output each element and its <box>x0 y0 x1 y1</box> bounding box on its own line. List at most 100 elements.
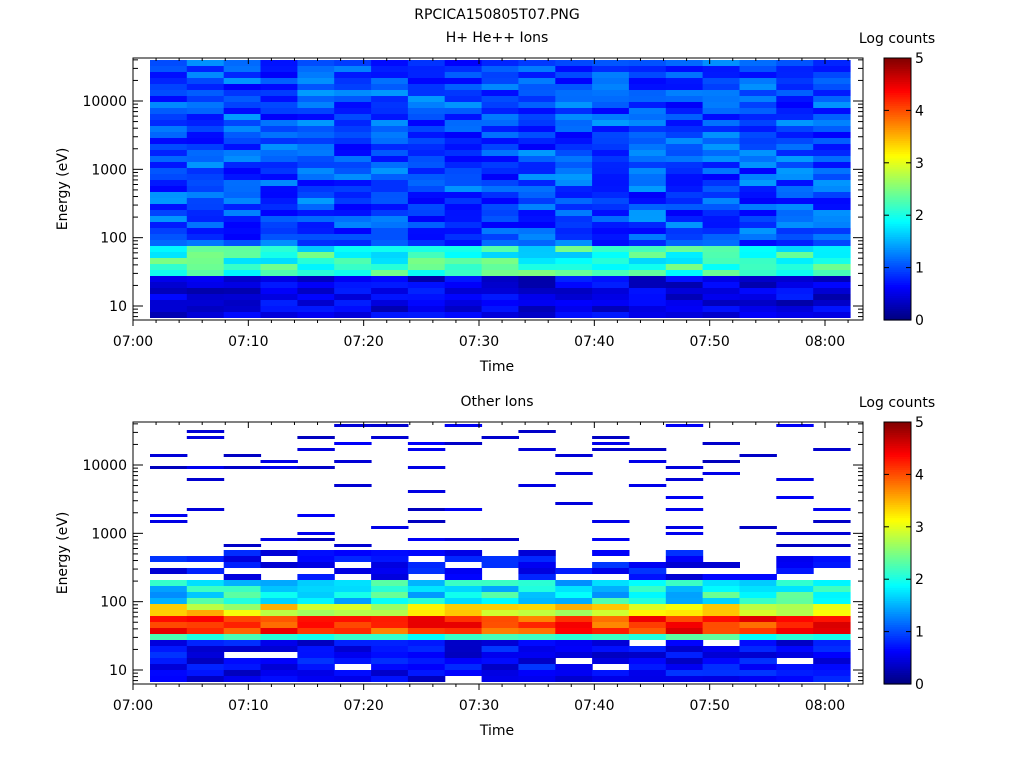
heatmap-cell <box>555 276 593 282</box>
heatmap-cell <box>186 60 225 66</box>
heatmap-cell <box>297 102 335 108</box>
heatmap-cell <box>334 598 372 604</box>
heatmap-cell <box>481 276 519 282</box>
colorbar-swatch <box>884 454 911 458</box>
heatmap-cell <box>592 568 630 574</box>
heatmap-cell <box>702 204 740 210</box>
colorbar-swatch <box>884 110 911 114</box>
colorbar-swatch <box>884 193 911 197</box>
heatmap-cell <box>260 466 298 469</box>
heatmap-cell <box>444 288 483 294</box>
heatmap-cell <box>297 252 335 258</box>
heatmap-cell <box>702 574 740 580</box>
heatmap-cell <box>260 120 298 126</box>
colorbar-swatch <box>884 435 911 438</box>
heatmap-cell <box>297 276 335 282</box>
heatmap-cell <box>739 138 777 144</box>
heatmap-cell <box>555 162 593 168</box>
heatmap-cell <box>407 616 446 622</box>
heatmap-cell <box>260 246 298 252</box>
heatmap-cell <box>518 294 556 300</box>
heatmap-cell <box>150 610 188 616</box>
heatmap-cell <box>407 96 446 102</box>
heatmap-cell <box>150 580 188 586</box>
heatmap-cell <box>407 258 446 264</box>
heatmap-cell <box>628 610 667 616</box>
heatmap-cell <box>407 162 446 168</box>
heatmap-cell <box>739 646 777 652</box>
heatmap-cell <box>444 276 483 282</box>
heatmap-cell <box>739 132 777 138</box>
heatmap-cell <box>223 186 262 192</box>
heatmap-cell <box>739 108 777 114</box>
colorbar-swatch <box>884 127 911 131</box>
heatmap-cell <box>297 78 335 84</box>
heatmap-cell <box>260 628 298 634</box>
heatmap-cell <box>334 460 372 463</box>
heatmap-cell <box>813 114 851 120</box>
heatmap-cell <box>739 670 777 676</box>
colorbar-swatch <box>884 611 911 615</box>
heatmap-cell <box>776 670 814 676</box>
y-axis-label: Energy (eV) <box>55 512 71 595</box>
heatmap-cell <box>628 102 667 108</box>
heatmap-cell <box>628 192 667 198</box>
heatmap-cell <box>739 216 777 222</box>
colorbar-swatch <box>884 659 911 663</box>
heatmap-cell <box>150 568 188 574</box>
heatmap-cell <box>150 652 188 658</box>
heatmap-cell <box>297 114 335 120</box>
heatmap-cell <box>186 252 225 258</box>
heatmap-cell <box>628 300 667 306</box>
colorbar-swatch <box>884 64 911 68</box>
heatmap-cell <box>150 72 188 78</box>
heatmap-cell <box>813 306 851 312</box>
heatmap-cell <box>407 676 446 682</box>
heatmap-cell <box>260 78 298 84</box>
heatmap-cell <box>628 228 667 234</box>
heatmap-cell <box>334 162 372 168</box>
heatmap-cell <box>407 466 446 469</box>
heatmap-cell <box>223 114 262 120</box>
heatmap-cell <box>481 258 519 264</box>
heatmap-cell <box>776 580 814 586</box>
heatmap-cell <box>555 246 593 252</box>
heatmap-cell <box>150 240 188 246</box>
heatmap-cell <box>260 96 298 102</box>
heatmap-cell <box>223 240 262 246</box>
heatmap-cell <box>150 180 188 186</box>
heatmap-cell <box>518 556 556 562</box>
heatmap-cell <box>481 628 519 634</box>
heatmap-cell <box>776 640 814 646</box>
heatmap-cell <box>444 102 483 108</box>
heatmap-cell <box>260 670 298 676</box>
heatmap-cell <box>702 472 740 475</box>
heatmap-cell <box>739 300 777 306</box>
heatmap-cell <box>260 312 298 318</box>
heatmap-cell <box>592 264 630 270</box>
colorbar-swatch <box>884 182 911 186</box>
colorbar-swatch <box>884 563 911 567</box>
x-tick-label: 08:00 <box>805 698 845 714</box>
heatmap-cell <box>665 664 704 670</box>
heatmap-cell <box>592 520 630 523</box>
heatmap-cell <box>628 210 667 216</box>
heatmap-cell <box>223 454 262 457</box>
heatmap-cell <box>260 640 298 646</box>
colorbar-swatch <box>884 546 911 550</box>
heatmap-cell <box>297 306 335 312</box>
heatmap-cell <box>223 144 262 150</box>
heatmap-cell <box>481 210 519 216</box>
heatmap-cell <box>739 234 777 240</box>
panel-h-he-ions: H+ He++ Ions 07:00 07:10 07:20 07:30 07:40 07… <box>55 30 935 375</box>
heatmap-cell <box>813 234 851 240</box>
heatmap-cell <box>739 210 777 216</box>
heatmap-cell <box>260 126 298 132</box>
colorbar-swatch <box>884 498 911 502</box>
heatmap-cell <box>555 222 593 228</box>
heatmap-cell <box>813 634 851 640</box>
colorbar-swatch <box>884 132 911 136</box>
heatmap-cell <box>371 258 409 264</box>
heatmap-cell <box>739 604 777 610</box>
heatmap-cell <box>334 108 372 114</box>
